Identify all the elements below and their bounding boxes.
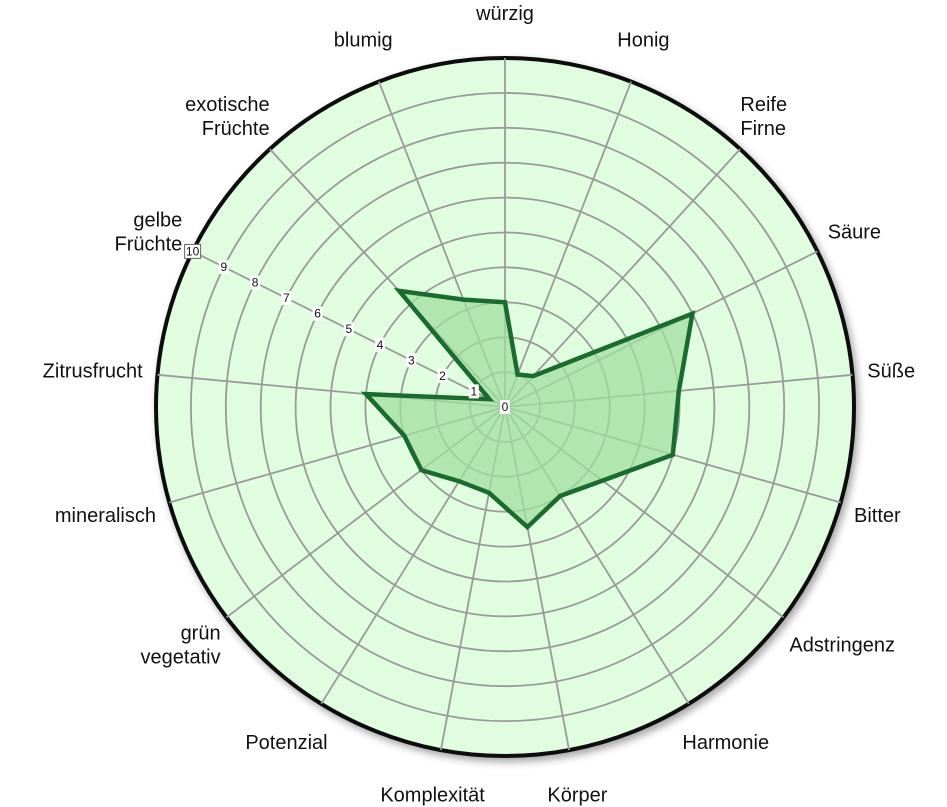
tick-label-6: 6 — [314, 307, 321, 321]
tick-label-2: 2 — [439, 369, 446, 383]
spoke-3 — [504, 148, 741, 408]
tick-label-3: 3 — [408, 353, 415, 367]
tick-label-1: 1 — [470, 384, 477, 398]
data-point-9 — [525, 525, 529, 529]
axis-label-4: Säure — [828, 221, 881, 243]
axis-label-3: Reife Firne — [740, 94, 787, 140]
tick-label-9: 9 — [220, 260, 227, 274]
axis-label-7: Adstringenz — [789, 634, 895, 656]
data-point-5 — [677, 389, 681, 393]
data-point-17 — [461, 298, 465, 302]
tick-box-10 — [184, 243, 202, 259]
series-polygon-1 — [360, 287, 696, 531]
tick-label-4: 4 — [377, 338, 384, 352]
data-point-6 — [671, 453, 675, 457]
axis-label-16: exotische Früchte — [185, 94, 270, 140]
data-point-16 — [397, 289, 401, 293]
axis-label-17: blumig — [334, 30, 393, 52]
tick-box-3 — [406, 353, 417, 368]
axis-label-13: mineralisch — [55, 505, 156, 527]
tick-box-4 — [375, 337, 385, 352]
axis-label-1: würzig — [475, 3, 534, 25]
tick-box-5 — [343, 322, 354, 337]
tick-box-9 — [218, 260, 229, 274]
axis-label-9: Körper — [547, 784, 607, 806]
data-point-2 — [516, 373, 520, 376]
data-point-10 — [487, 491, 491, 495]
axis-label-8: Harmonie — [682, 732, 769, 754]
data-point-3 — [531, 374, 535, 378]
tick-label-0: 0 — [502, 400, 509, 414]
data-point-15 — [487, 397, 491, 401]
tick-box-1 — [468, 384, 479, 399]
tick-box-0 — [500, 400, 510, 414]
tick-label-5: 5 — [345, 322, 352, 336]
axis-label-14: Zitrusfrucht — [43, 361, 143, 383]
axis-label-11: Potenzial — [245, 732, 327, 754]
tick-label-7: 7 — [283, 291, 290, 305]
axis-label-12: grün vegetativ — [141, 622, 221, 668]
tick-box-7 — [281, 291, 292, 306]
tick-label-10: 10 — [186, 244, 200, 258]
axis-label-10: Komplexität — [380, 784, 485, 806]
data-point-12 — [419, 468, 423, 472]
data-point-4 — [690, 312, 694, 316]
data-point-13 — [402, 434, 406, 438]
axis-label-15: gelbe Früchte — [114, 209, 182, 255]
tick-box-2 — [437, 368, 448, 383]
data-point-1 — [503, 300, 507, 304]
data-point-8 — [558, 494, 562, 498]
tick-label-8: 8 — [252, 276, 259, 290]
data-point-7 — [601, 479, 604, 483]
spoke-2 — [504, 81, 632, 408]
tick-box-6 — [312, 306, 323, 321]
axis-label-2: Honig — [617, 30, 669, 52]
data-point-11 — [457, 479, 461, 483]
axis-label-5: Süße — [867, 361, 915, 383]
axis-label-6: Bitter — [854, 505, 901, 527]
tick-box-8 — [250, 275, 261, 290]
data-point-14 — [364, 392, 368, 396]
